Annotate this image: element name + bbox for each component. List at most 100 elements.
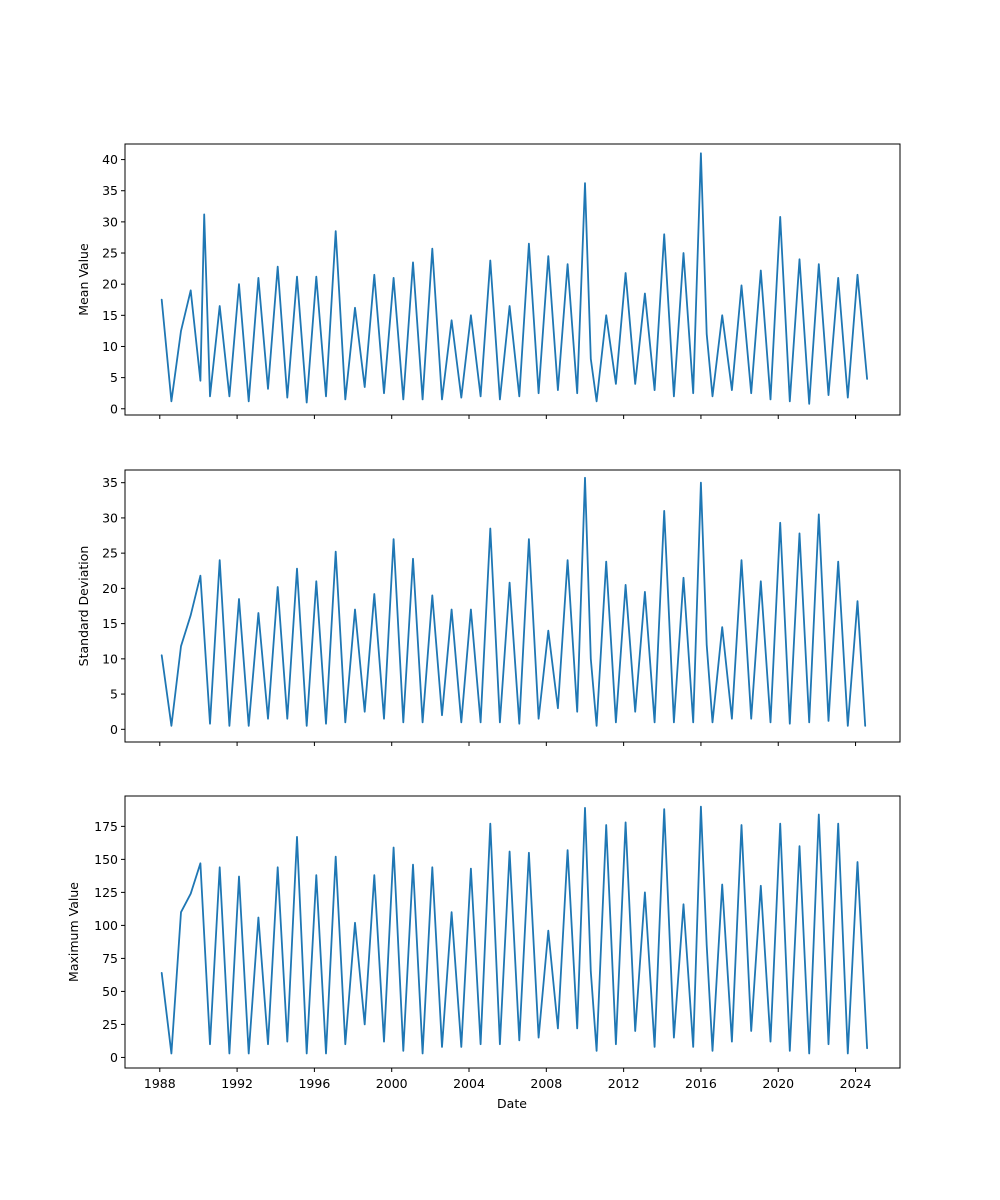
- data-point: [402, 721, 404, 723]
- data-point: [441, 714, 443, 716]
- y-axis-label: Maximum Value: [66, 882, 81, 982]
- data-point: [383, 392, 385, 394]
- data-point: [538, 1037, 540, 1039]
- data-point: [470, 868, 472, 870]
- data-point: [770, 721, 772, 723]
- data-point: [267, 1043, 269, 1045]
- data-point: [335, 551, 337, 553]
- data-point: [238, 283, 240, 285]
- data-point: [203, 213, 205, 215]
- y-tick-label: 0: [110, 1050, 118, 1065]
- data-point: [180, 330, 182, 332]
- data-point: [335, 230, 337, 232]
- y-axis-label: Mean Value: [76, 243, 91, 316]
- series-line-maximum-value: [160, 805, 868, 1055]
- data-point: [750, 718, 752, 720]
- data-point: [547, 255, 549, 257]
- y-tick-label: 20: [102, 277, 118, 292]
- data-point: [528, 243, 530, 245]
- data-point: [847, 1053, 849, 1055]
- data-point: [460, 1046, 462, 1048]
- data-point: [441, 398, 443, 400]
- data-point: [779, 522, 781, 524]
- data-point: [161, 972, 163, 974]
- data-point: [489, 528, 491, 530]
- data-point: [731, 1041, 733, 1043]
- y-axis-label: Standard Deviation: [76, 546, 91, 667]
- data-point: [567, 849, 569, 851]
- data-point: [818, 263, 820, 265]
- data-point: [673, 721, 675, 723]
- data-point: [248, 400, 250, 402]
- data-point: [706, 944, 708, 946]
- data-point: [644, 293, 646, 295]
- data-point: [480, 1043, 482, 1045]
- data-point: [161, 654, 163, 656]
- data-point: [364, 1023, 366, 1025]
- data-point: [808, 721, 810, 723]
- data-point: [470, 314, 472, 316]
- y-tick-label: 20: [102, 581, 118, 596]
- data-point: [721, 626, 723, 628]
- axes-frame: [124, 469, 901, 743]
- data-point: [847, 397, 849, 399]
- x-tick-label: 1988: [144, 1076, 176, 1091]
- y-tick-label: 10: [102, 339, 118, 354]
- data-point: [547, 930, 549, 932]
- data-point: [750, 1030, 752, 1032]
- data-point: [354, 609, 356, 611]
- data-point: [828, 720, 830, 722]
- data-point: [518, 395, 520, 397]
- data-point: [654, 389, 656, 391]
- data-point: [590, 971, 592, 973]
- data-point: [706, 333, 708, 335]
- data-point: [460, 397, 462, 399]
- data-point: [306, 1053, 308, 1055]
- data-point: [277, 586, 279, 588]
- y-tick-label: 15: [102, 308, 118, 323]
- data-point: [170, 400, 172, 402]
- data-point: [296, 836, 298, 838]
- data-point: [683, 577, 685, 579]
- data-point: [634, 711, 636, 713]
- data-point: [315, 874, 317, 876]
- y-tick-label: 0: [110, 722, 118, 737]
- data-point: [634, 1030, 636, 1032]
- data-point: [700, 806, 702, 808]
- data-point: [857, 274, 859, 276]
- data-point: [209, 723, 211, 725]
- data-point: [499, 398, 501, 400]
- data-point: [625, 272, 627, 274]
- data-point: [760, 885, 762, 887]
- y-tick-label: 150: [94, 852, 118, 867]
- data-point: [277, 266, 279, 268]
- data-point: [257, 917, 259, 919]
- data-point: [837, 823, 839, 825]
- data-point: [422, 1053, 424, 1055]
- y-tick-label: 40: [102, 152, 118, 167]
- data-point: [864, 725, 866, 727]
- data-point: [412, 261, 414, 263]
- data-point: [615, 721, 617, 723]
- data-point: [393, 538, 395, 540]
- data-point: [712, 1050, 714, 1052]
- data-point: [847, 725, 849, 727]
- data-point: [199, 862, 201, 864]
- data-point: [480, 395, 482, 397]
- data-point: [789, 400, 791, 402]
- data-point: [499, 1043, 501, 1045]
- data-point: [441, 1046, 443, 1048]
- data-point: [180, 645, 182, 647]
- data-point: [431, 866, 433, 868]
- y-tick-label: 25: [102, 246, 118, 261]
- y-tick-label: 10: [102, 651, 118, 666]
- data-point: [605, 561, 607, 563]
- x-tick-label: 2012: [608, 1076, 640, 1091]
- data-point: [364, 386, 366, 388]
- data-point: [180, 911, 182, 913]
- y-tick-label: 30: [102, 214, 118, 229]
- data-point: [422, 721, 424, 723]
- data-point: [383, 718, 385, 720]
- data-point: [673, 395, 675, 397]
